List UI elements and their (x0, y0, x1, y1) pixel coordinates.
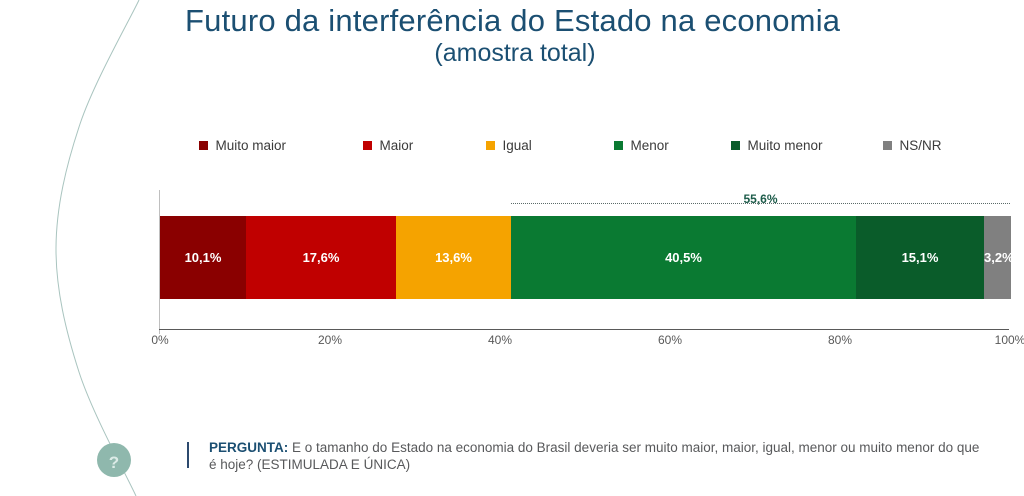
svg-text:?: ? (109, 453, 119, 472)
